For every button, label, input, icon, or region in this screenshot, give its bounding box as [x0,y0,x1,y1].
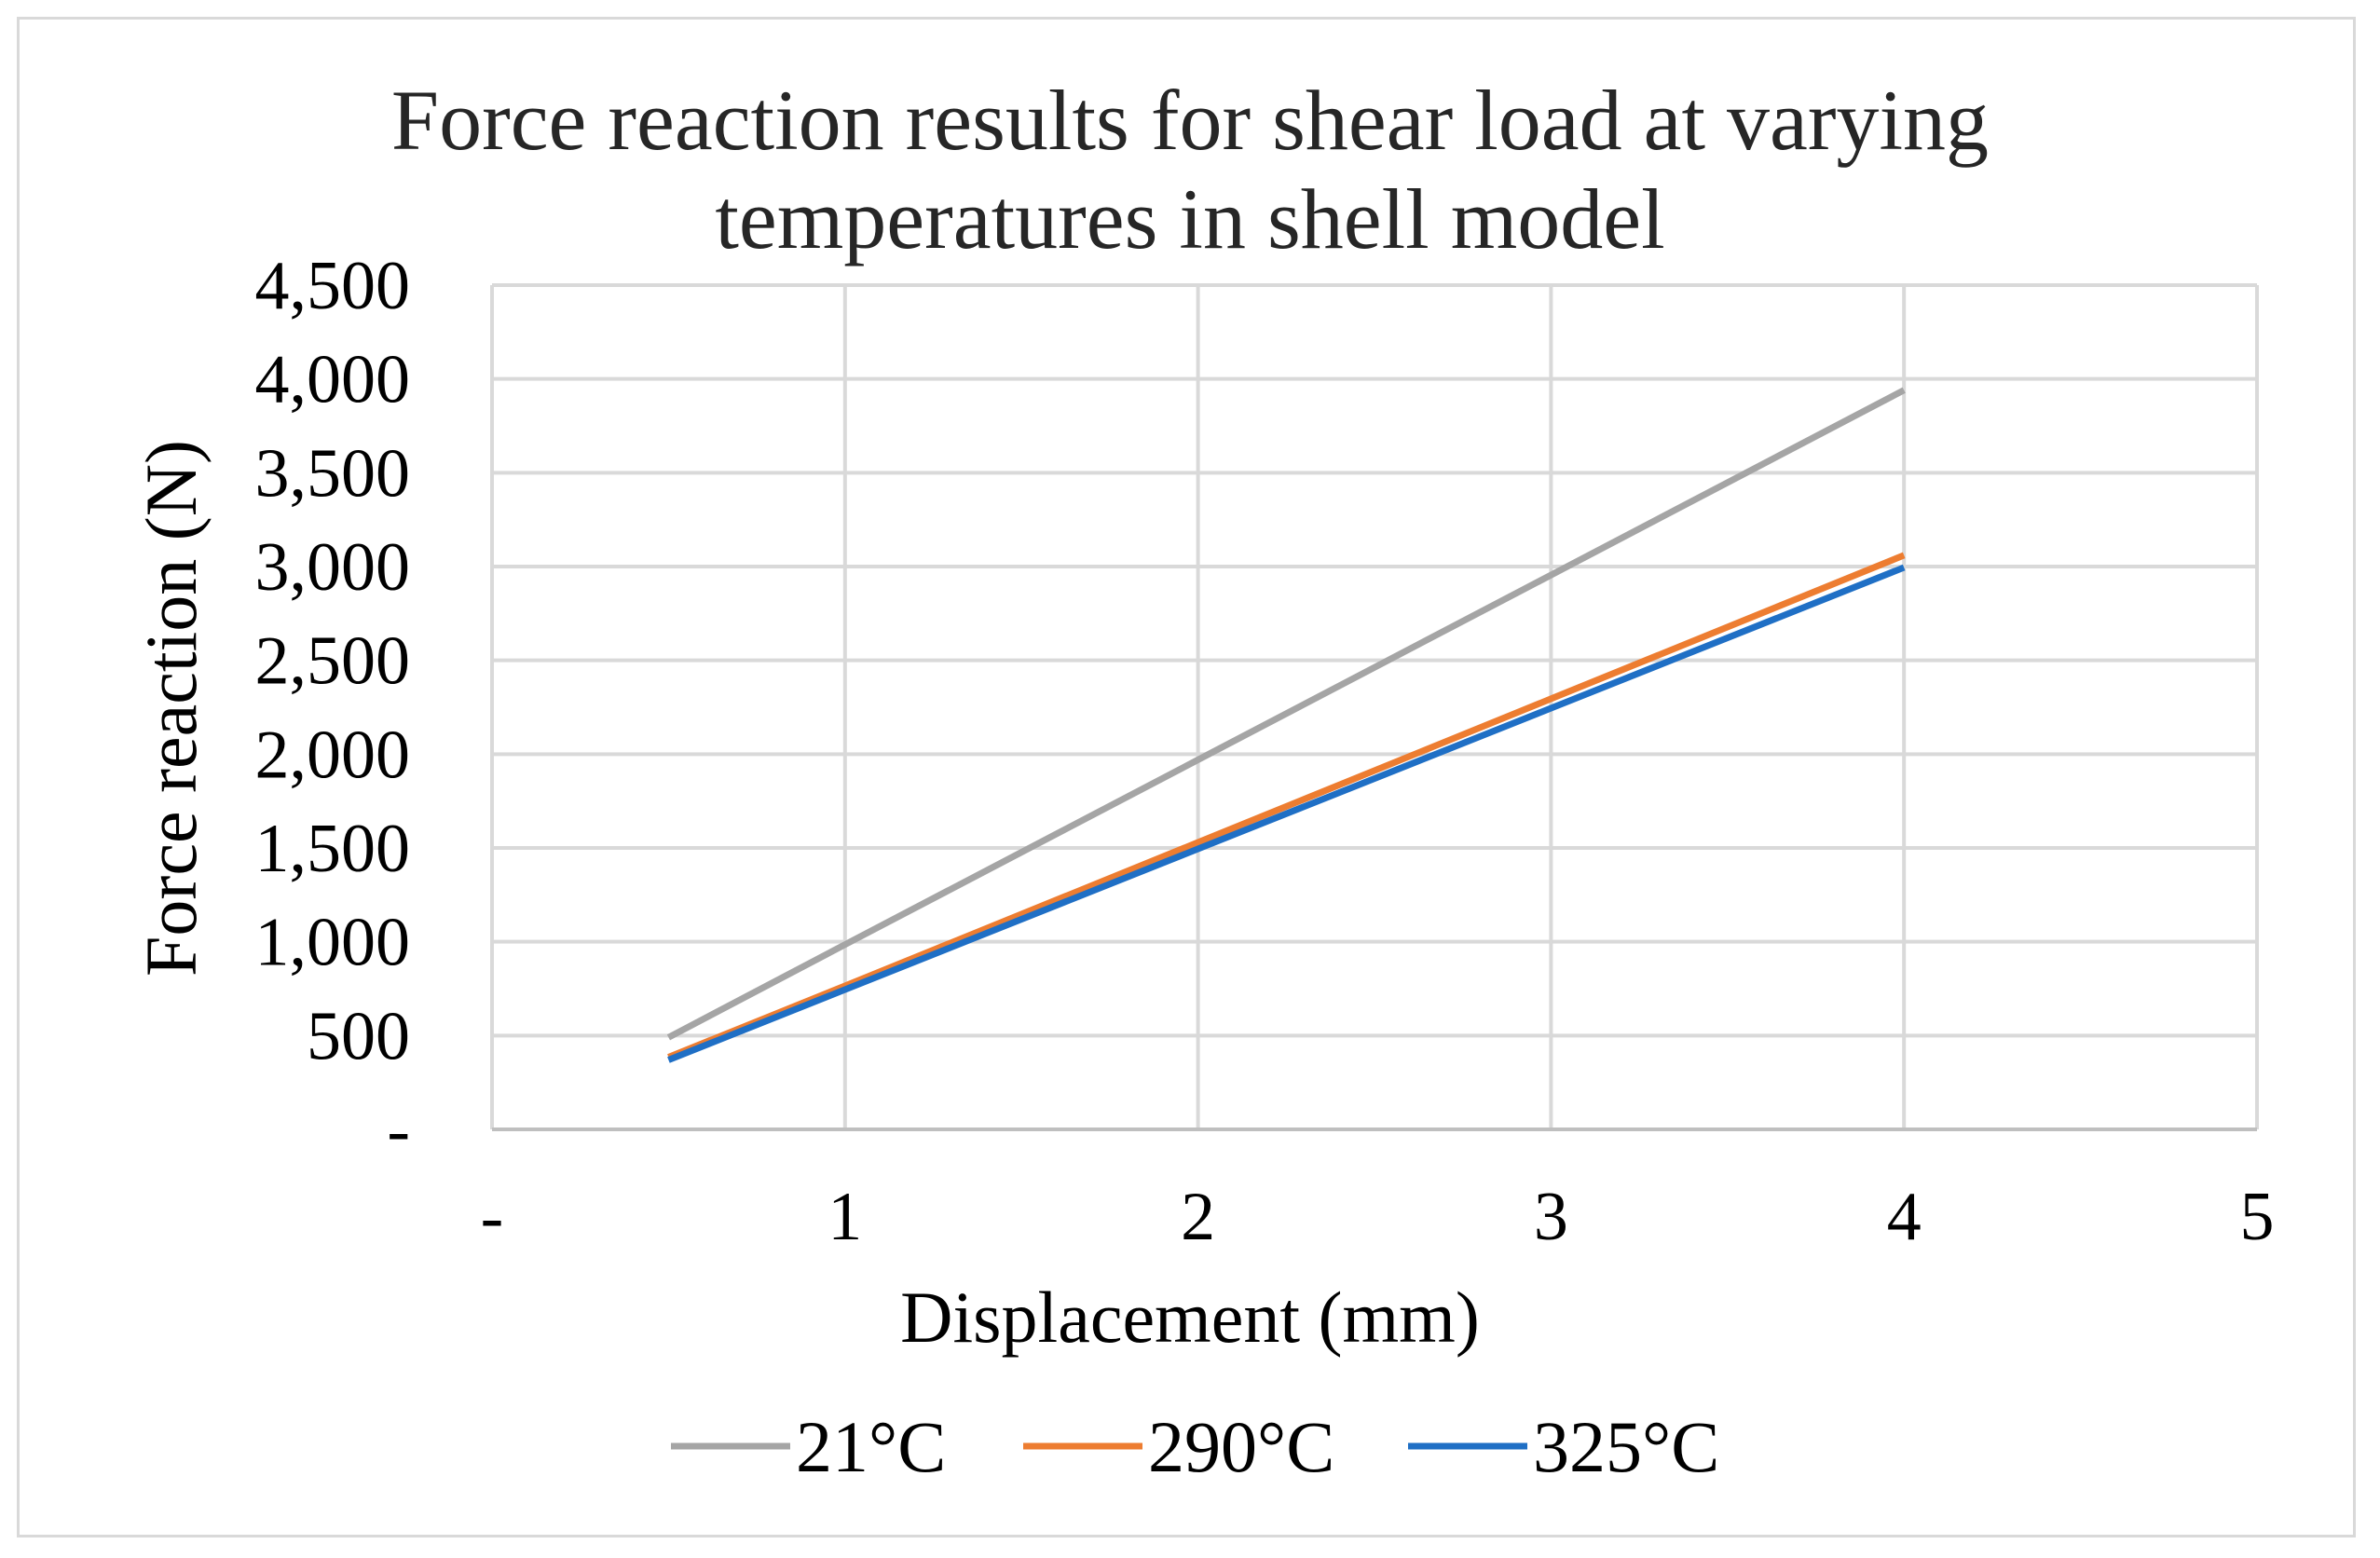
x-axis-label: Displacement (mm) [900,1277,1480,1358]
y-tick-label: 4,500 [255,248,411,324]
x-tick-label: 5 [2240,1179,2275,1255]
legend-label-0: 21°C [796,1406,946,1487]
gridlines [490,283,2259,1131]
y-tick-label: 2,500 [255,623,411,700]
y-tick-label: 3,500 [255,435,411,512]
x-tick-label: 1 [828,1179,862,1255]
chart-frame [17,17,2356,1538]
y-tick-label: 2,000 [255,717,411,793]
legend: 21°C 290°C 325°C [671,1406,1719,1487]
y-tick-label: 3,000 [255,529,411,606]
x-tick-label: 2 [1181,1179,1215,1255]
legend-label-1: 290°C [1148,1406,1334,1487]
y-tick-label: - [387,1092,410,1168]
legend-label-2: 325°C [1533,1406,1719,1487]
series-lines [666,387,1906,1063]
series-line-1 [667,552,1906,1060]
y-tick-label: 1,000 [255,905,411,981]
y-tick-label: 500 [307,998,410,1074]
series-line-2 [667,564,1906,1063]
series-line-0 [666,387,1906,1041]
y-tick-label: 1,500 [255,811,411,887]
x-tick-label: 4 [1887,1179,1922,1255]
chart-title-line-2: temperatures in shell model [715,171,1664,266]
y-axis-label: Force reaction (N) [130,440,212,977]
x-tick-label: - [481,1179,504,1255]
x-axis-ticks: - 1 2 3 4 5 [481,1179,2275,1255]
y-tick-label: 4,000 [255,342,411,418]
chart-title-line-1: Force reaction results for shear load at… [391,73,1989,168]
x-tick-label: 3 [1534,1179,1568,1255]
y-axis-ticks: - 500 1,000 1,500 2,000 2,500 3,000 3,500 4,000 4… [255,248,411,1168]
